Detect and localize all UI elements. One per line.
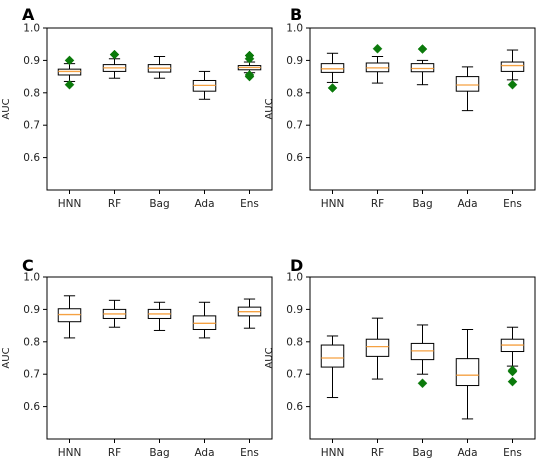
box-hnn xyxy=(320,52,345,93)
panel-a: A 0.6 0.7 0.8 0.9 1.0 AUC HNN RF Bag Ada Ens xyxy=(1,5,273,210)
box-hnn xyxy=(57,295,82,339)
y-tick-label: 1.0 xyxy=(286,23,303,35)
x-tick-label: Ada xyxy=(457,447,477,459)
outlier-marker xyxy=(64,79,75,90)
box-ada xyxy=(192,70,217,100)
box-rf xyxy=(102,299,127,328)
box-hnn xyxy=(320,335,345,399)
x-tick-label: HNN xyxy=(58,198,82,210)
y-tick-label: 0.8 xyxy=(23,336,40,348)
y-tick-label: 0.6 xyxy=(23,401,40,413)
iqr-box xyxy=(500,61,525,72)
y-tick-label: 0.8 xyxy=(23,87,40,99)
outlier-marker xyxy=(507,366,518,377)
x-tick-label: Ada xyxy=(194,447,214,459)
y-tick-label: 0.6 xyxy=(23,152,40,164)
box-ada xyxy=(192,301,217,339)
box-bag xyxy=(147,56,172,79)
panel-letter: A xyxy=(22,5,35,24)
panel-letter: C xyxy=(22,256,34,275)
outlier-marker xyxy=(109,49,120,60)
x-tick-label: RF xyxy=(371,198,384,210)
box-ens xyxy=(237,298,262,329)
box-hnn xyxy=(57,55,82,90)
iqr-box xyxy=(455,76,480,92)
x-tick-label: Ens xyxy=(503,447,522,459)
outlier-marker xyxy=(244,71,255,82)
x-tick-label: HNN xyxy=(58,447,82,459)
outlier-marker xyxy=(507,79,518,90)
y-tick-label: 1.0 xyxy=(23,23,40,35)
y-tick-label: 0.7 xyxy=(23,120,40,132)
outlier-marker xyxy=(327,83,338,93)
y-tick-label: 0.7 xyxy=(23,369,40,381)
y-tick-label: 0.9 xyxy=(286,304,303,316)
x-tick-label: Bag xyxy=(412,447,432,459)
y-tick-label: 0.9 xyxy=(286,55,303,67)
iqr-box xyxy=(455,358,480,387)
x-tick-label: Bag xyxy=(149,198,169,210)
box-ens xyxy=(500,326,525,387)
panel-letter: D xyxy=(290,256,303,275)
x-tick-label: Ada xyxy=(457,198,477,210)
box-rf xyxy=(102,49,127,79)
box-bag xyxy=(410,44,435,86)
box-ens xyxy=(237,50,262,82)
y-tick-label: 0.6 xyxy=(286,152,303,164)
x-tick-label: Ens xyxy=(240,447,259,459)
panel-c: C 0.6 0.7 0.8 0.9 1.0 AUC HNN RF Bag Ada Ens xyxy=(1,256,273,459)
y-axis-label: AUC xyxy=(264,347,275,368)
box-rf xyxy=(365,43,390,84)
y-axis-label: AUC xyxy=(1,98,12,119)
x-tick-label: HNN xyxy=(321,447,345,459)
y-axis-label: AUC xyxy=(1,347,12,368)
box-rf xyxy=(365,317,390,380)
box-bag xyxy=(147,301,172,331)
plot-frame xyxy=(46,276,273,440)
iqr-box xyxy=(410,63,435,73)
y-tick-label: 0.7 xyxy=(286,120,303,132)
box-ada xyxy=(455,66,480,112)
y-tick-label: 1.0 xyxy=(286,272,303,284)
x-tick-label: Bag xyxy=(412,198,432,210)
outlier-marker xyxy=(417,378,428,389)
outlier-marker xyxy=(417,44,428,54)
panel-letter: B xyxy=(290,5,302,24)
iqr-box xyxy=(365,338,390,357)
plot-frame xyxy=(46,27,273,191)
box-ens xyxy=(500,49,525,90)
x-tick-label: Ada xyxy=(194,198,214,210)
y-tick-label: 0.9 xyxy=(23,304,40,316)
x-tick-label: RF xyxy=(371,447,384,459)
x-tick-label: Ens xyxy=(503,198,522,210)
panel-d: D 0.6 0.7 0.8 0.9 1.0 AUC HNN RF Bag Ada Ens xyxy=(264,256,536,459)
y-tick-label: 0.8 xyxy=(286,87,303,99)
y-tick-label: 0.6 xyxy=(286,401,303,413)
panel-b: B 0.6 0.7 0.8 0.9 1.0 AUC HNN RF Bag Ada Ens xyxy=(264,5,536,210)
y-tick-label: 0.7 xyxy=(286,369,303,381)
y-tick-label: 0.8 xyxy=(286,336,303,348)
box-ada xyxy=(455,328,480,420)
y-tick-label: 0.9 xyxy=(23,55,40,67)
box-bag xyxy=(410,324,435,389)
iqr-box xyxy=(320,344,345,368)
x-tick-label: RF xyxy=(108,198,121,210)
outlier-marker xyxy=(372,43,383,54)
y-tick-label: 1.0 xyxy=(23,272,40,284)
outlier-marker xyxy=(507,376,518,387)
x-tick-label: RF xyxy=(108,447,121,459)
outlier-marker xyxy=(244,53,255,64)
iqr-box xyxy=(320,63,345,73)
x-tick-label: HNN xyxy=(321,198,345,210)
x-tick-label: Bag xyxy=(149,447,169,459)
outlier-marker xyxy=(64,55,75,66)
y-axis-label: AUC xyxy=(264,98,275,119)
x-tick-label: Ens xyxy=(240,198,259,210)
